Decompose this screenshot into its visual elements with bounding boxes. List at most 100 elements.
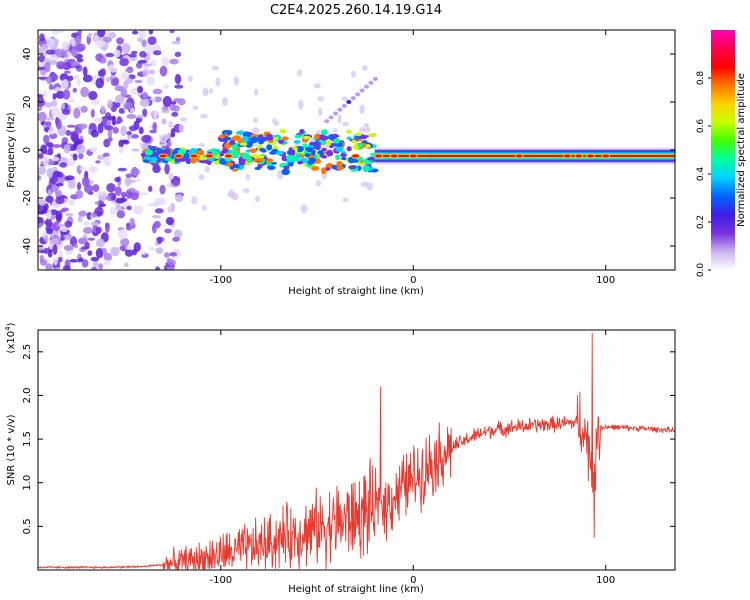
spectrogram-speckle <box>47 127 56 135</box>
spectrogram-speckle <box>142 108 148 118</box>
spectrogram-speckle <box>60 102 66 110</box>
spectrogram-speckle <box>78 123 88 130</box>
spectrogram-speckle <box>297 99 304 110</box>
spectrogram-speckle <box>155 266 160 270</box>
spectrogram-speckle <box>45 49 56 55</box>
x-tick-label: 100 <box>596 575 615 586</box>
spectrogram-band-blob <box>281 136 289 141</box>
spectrogram-speckle <box>137 37 143 43</box>
spectrogram-speckle <box>45 263 53 270</box>
spectrogram-speckle <box>198 174 205 181</box>
spectrogram-speckle <box>154 208 164 214</box>
spectrogram-speckle <box>119 57 129 67</box>
spectrogram-speckle <box>337 114 342 124</box>
spectrogram-speckle <box>82 74 93 83</box>
spectrogram-speckle <box>64 220 73 228</box>
spectrogram-speckle <box>221 97 228 106</box>
spectrogram-speckle <box>124 176 132 187</box>
spectrogram-speckle <box>38 93 44 98</box>
spectrogram-band-blob <box>351 139 357 144</box>
spectrogram-band-blob <box>183 152 190 160</box>
spectrogram-speckle <box>103 259 111 266</box>
spectrogram-speckle <box>64 70 71 74</box>
spectrogram-speckle <box>55 182 64 187</box>
spectrogram-speckle <box>318 107 323 116</box>
spectrogram-speckle <box>120 72 130 80</box>
spectrogram-band-blob <box>357 143 364 148</box>
spectrogram-speckle <box>62 89 71 100</box>
snr-xlabel: Height of straight line (km) <box>288 584 424 595</box>
spectrogram-speckle <box>360 181 369 188</box>
spectrogram-speckle <box>59 162 68 168</box>
spectrogram-speckle <box>180 117 188 122</box>
spectrogram-band-blob <box>238 158 246 166</box>
spectrogram-speckle <box>80 105 88 113</box>
spectrogram-speckle <box>63 144 71 154</box>
spectrogram-speckle <box>108 66 118 73</box>
spectrogram-speckle <box>38 54 45 63</box>
spectrogram-speckle <box>126 131 132 136</box>
spectrogram-band-blob <box>198 156 208 161</box>
spectrogram-speckle <box>170 127 176 137</box>
x-tick-label: -100 <box>209 275 232 286</box>
spectrogram-band-blob <box>353 143 360 150</box>
spectrogram-speckle <box>139 192 149 196</box>
spectrogram-band-blob <box>346 146 352 152</box>
spectrogram-speckle <box>80 86 90 98</box>
spectrogram-speckle <box>68 98 75 103</box>
spectrogram-band-blob <box>196 149 205 155</box>
spectrogram-speckle <box>253 88 259 96</box>
spectrogram-speckle <box>66 157 76 167</box>
spectrogram-band-blob <box>241 152 250 160</box>
spectrogram-speckle <box>159 184 166 195</box>
spectrogram-speckle <box>147 36 157 46</box>
spectrogram-band-blob <box>224 136 232 141</box>
spectrogram-speckle <box>40 43 49 51</box>
spectrogram-speckle <box>106 183 116 193</box>
spectrogram-band-blob <box>275 150 284 156</box>
spectrogram-speckle <box>316 130 321 135</box>
spectrogram-speckle <box>170 101 177 105</box>
spectrogram-band-blob <box>231 164 241 169</box>
spectrogram-speckle <box>333 127 338 133</box>
spectrogram-speckle <box>44 126 50 131</box>
spectrogram-speckle <box>44 101 53 108</box>
spectrogram-speckle <box>215 77 221 87</box>
spectrogram-speckle <box>136 114 145 119</box>
spectrogram-band-blob <box>246 156 253 164</box>
spectrogram-speckle <box>362 64 368 71</box>
spectrogram-speckle <box>128 53 137 58</box>
spectrogram-speckle <box>60 236 65 241</box>
spectrogram-speckle <box>76 58 84 63</box>
spectrogram-speckle <box>148 30 154 35</box>
spectrogram-speckle <box>151 223 157 234</box>
spectrogram-trace <box>372 76 378 81</box>
spectrogram-speckle <box>113 49 121 58</box>
spectrogram-hotspot <box>601 153 611 159</box>
spectrogram-speckle <box>233 76 239 86</box>
spectrogram-speckle <box>82 66 88 77</box>
spectrogram-band-blob <box>313 141 320 145</box>
colorbar-gradient <box>711 30 735 270</box>
spectrogram-hotspot <box>189 153 199 159</box>
spectrogram-band-blob <box>340 157 347 161</box>
spectrogram-band-blob <box>325 149 334 157</box>
spectrogram-speckle <box>138 30 147 39</box>
spectrogram-speckle <box>40 144 48 155</box>
spectrogram-band-blob <box>271 137 279 141</box>
spectrogram-speckle <box>88 166 99 173</box>
spectrogram-speckle <box>95 238 105 248</box>
spectrogram-speckle <box>163 84 170 89</box>
x-tick-label: -100 <box>209 575 232 586</box>
spectrogram-speckle <box>151 215 162 219</box>
spectrogram-speckle <box>71 48 78 57</box>
spectrogram-speckle <box>136 85 144 94</box>
spectrogram-panel: -100 0 100 -40 -20 0 20 40 Height of straight l… <box>6 29 676 297</box>
spectrogram-speckle <box>132 30 139 35</box>
spectrogram-band-blob <box>229 140 236 146</box>
spectrogram-speckle <box>118 107 125 114</box>
spectrogram-speckle <box>103 156 112 167</box>
spectrogram-speckle <box>350 70 357 78</box>
spectrogram-speckle <box>45 116 55 121</box>
spectrogram-band-blob <box>254 166 261 171</box>
